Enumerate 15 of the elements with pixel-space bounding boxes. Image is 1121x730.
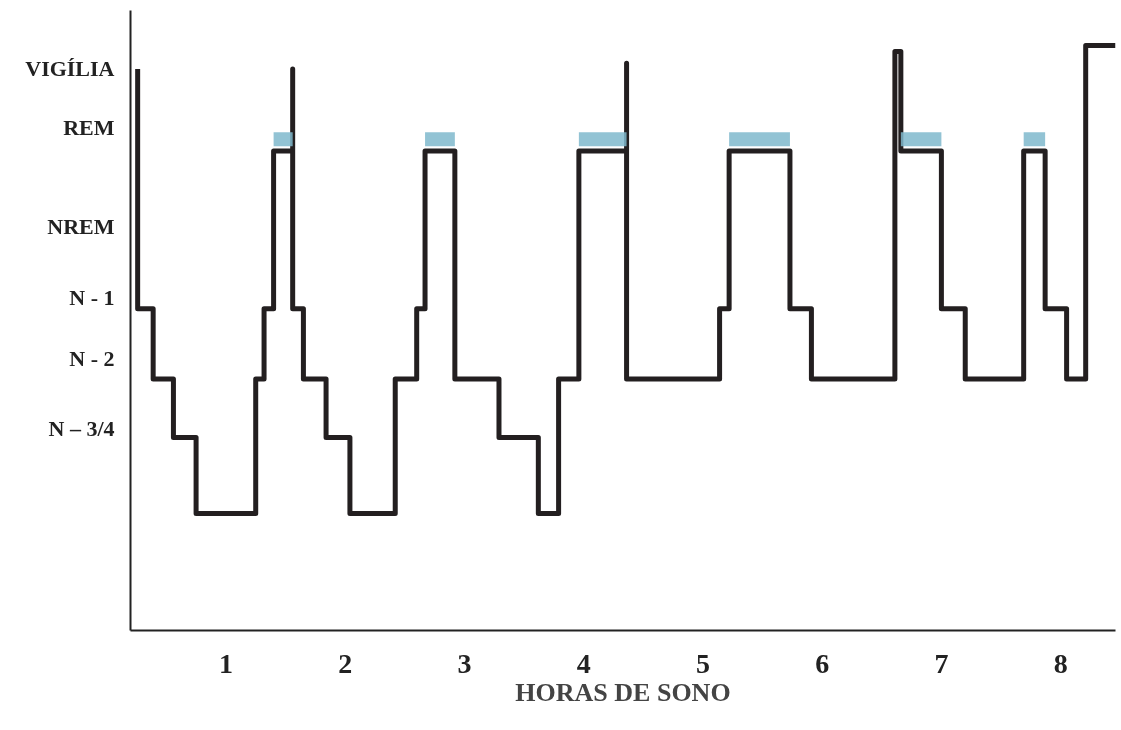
- text: N – 3/4: [48, 416, 115, 442]
- x-tick-label: 3: [457, 647, 472, 679]
- x-tick-label: 6: [815, 647, 830, 679]
- text: VIGÍLIA: [25, 56, 115, 82]
- x-tick-label: 5: [695, 647, 710, 679]
- x-tick-label: 2: [338, 647, 353, 679]
- x-tick-label: 1: [218, 647, 233, 679]
- x-tick-label: 8: [1053, 647, 1068, 679]
- x-tick-label: 4: [576, 647, 591, 679]
- text: N - 1: [69, 284, 115, 310]
- text: REM: [63, 114, 115, 140]
- x-axis-title: HORAS DE SONO: [515, 677, 731, 707]
- x-tick-label: 7: [934, 647, 949, 679]
- text: N - 2: [69, 346, 115, 372]
- text: NREM: [47, 214, 115, 240]
